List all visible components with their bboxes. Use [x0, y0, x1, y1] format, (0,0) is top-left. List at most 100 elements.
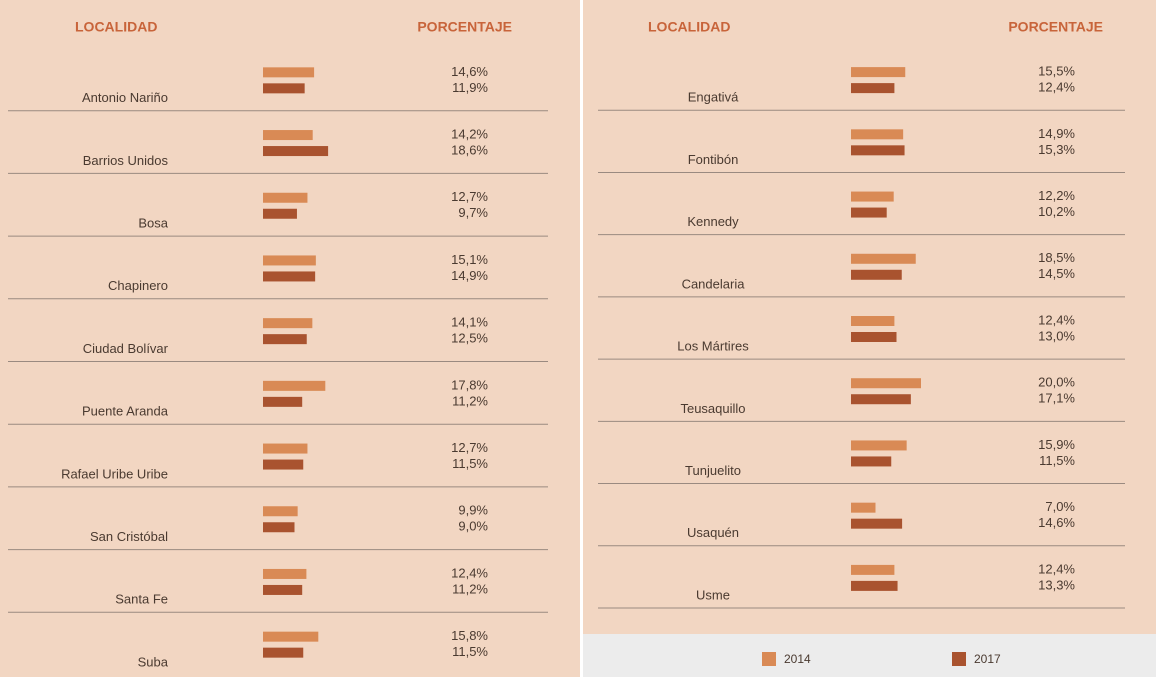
value-label: 14,6%	[1038, 515, 1075, 530]
value-label: 15,1%	[451, 252, 488, 267]
value-label: 9,0%	[458, 519, 488, 534]
bar	[851, 316, 895, 326]
bar	[263, 192, 308, 203]
bar	[851, 207, 887, 218]
bar	[263, 208, 297, 219]
bar	[851, 332, 897, 342]
bar	[263, 318, 313, 329]
bar	[263, 506, 298, 517]
bar	[851, 564, 895, 575]
category-label: Engativá	[688, 90, 739, 105]
bar	[263, 647, 304, 658]
value-label: 14,9%	[451, 268, 488, 283]
category-label: Usaquén	[687, 525, 739, 540]
value-header: PORCENTAJE	[417, 19, 512, 35]
category-label: Los Mártires	[677, 339, 749, 354]
bar	[263, 67, 315, 78]
bar	[851, 518, 903, 529]
category-label: Tunjuelito	[685, 463, 741, 478]
legend-label: 2014	[784, 652, 811, 666]
category-label: Antonio Nariño	[82, 90, 168, 105]
bar	[851, 145, 905, 156]
value-label: 17,8%	[451, 377, 488, 392]
legend-area	[583, 634, 1156, 677]
category-label: Ciudad Bolívar	[83, 341, 169, 356]
value-label: 11,9%	[452, 80, 488, 95]
value-label: 15,5%	[1038, 64, 1075, 79]
bar	[263, 459, 304, 470]
category-label: San Cristóbal	[90, 529, 168, 544]
category-label: Kennedy	[687, 214, 739, 229]
category-header: LOCALIDAD	[75, 19, 157, 35]
bar	[851, 394, 911, 405]
value-label: 11,5%	[1039, 453, 1075, 468]
value-label: 14,5%	[1038, 266, 1075, 281]
value-label: 14,1%	[451, 315, 488, 330]
value-label: 12,4%	[1038, 312, 1075, 327]
bar	[851, 129, 904, 140]
bar	[851, 580, 898, 591]
value-label: 14,9%	[1038, 126, 1075, 141]
category-label: Candelaria	[682, 276, 746, 291]
bar	[263, 396, 303, 407]
bar	[263, 568, 307, 579]
bar	[851, 456, 892, 467]
bar	[263, 334, 307, 345]
value-label: 12,5%	[451, 331, 488, 346]
bar	[263, 380, 326, 391]
category-label: Fontibón	[688, 152, 739, 167]
value-label: 11,2%	[452, 393, 488, 408]
bar	[263, 443, 308, 454]
bar	[851, 67, 906, 78]
category-label: Puente Aranda	[82, 404, 169, 419]
value-label: 14,2%	[451, 126, 488, 141]
value-label: 14,6%	[451, 64, 488, 79]
value-label: 15,9%	[1038, 437, 1075, 452]
value-label: 12,7%	[451, 440, 488, 455]
value-label: 17,1%	[1038, 391, 1075, 406]
value-label: 20,0%	[1038, 375, 1075, 390]
bar	[263, 255, 316, 266]
bar	[851, 83, 895, 94]
bar	[851, 378, 921, 389]
value-label: 12,4%	[1038, 80, 1075, 95]
value-label: 7,0%	[1045, 499, 1075, 514]
category-label: Barrios Unidos	[83, 153, 169, 168]
value-label: 12,4%	[451, 565, 488, 580]
value-label: 11,5%	[452, 644, 488, 659]
value-label: 11,2%	[452, 581, 488, 596]
category-label: Bosa	[138, 216, 168, 231]
bar	[851, 502, 876, 513]
value-header: PORCENTAJE	[1008, 19, 1103, 35]
bar	[851, 269, 902, 280]
value-label: 13,3%	[1038, 577, 1075, 592]
value-label: 12,7%	[451, 189, 488, 204]
value-label: 15,8%	[451, 628, 488, 643]
legend-label: 2017	[974, 652, 1001, 666]
category-label: Usme	[696, 587, 730, 602]
category-label: Rafael Uribe Uribe	[61, 466, 168, 481]
category-label: Chapinero	[108, 278, 168, 293]
bar	[263, 522, 295, 533]
value-label: 18,6%	[451, 142, 488, 157]
panel-divider	[580, 0, 583, 677]
value-label: 15,3%	[1038, 142, 1075, 157]
legend-swatch	[762, 652, 776, 666]
bar	[851, 253, 916, 264]
bar	[263, 271, 316, 282]
value-label: 11,5%	[452, 456, 488, 471]
value-label: 9,9%	[458, 503, 488, 518]
category-label: Suba	[138, 654, 169, 669]
value-label: 18,5%	[1038, 250, 1075, 265]
bar	[263, 631, 319, 642]
category-label: Santa Fe	[115, 592, 168, 607]
bar	[851, 440, 907, 451]
category-label: Teusaquillo	[680, 401, 745, 416]
bar	[263, 130, 313, 141]
category-header: LOCALIDAD	[648, 19, 730, 35]
value-label: 13,0%	[1038, 328, 1075, 343]
value-label: 12,4%	[1038, 561, 1075, 576]
bar	[851, 191, 894, 202]
